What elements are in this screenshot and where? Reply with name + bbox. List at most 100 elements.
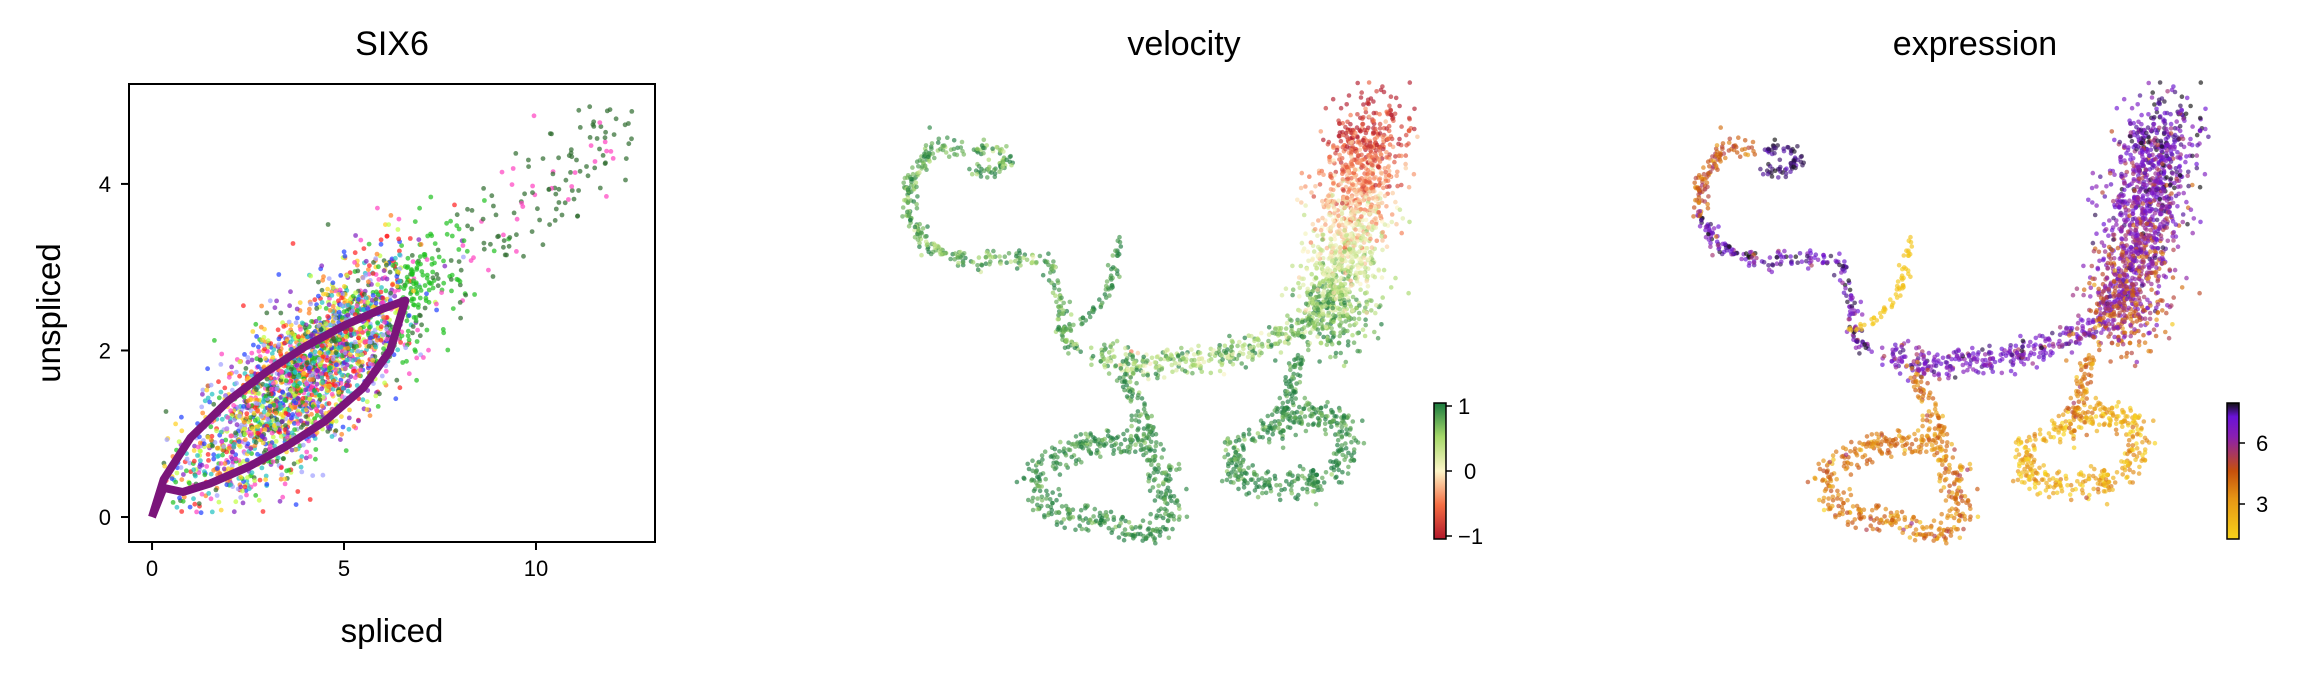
velocity-point (1373, 148, 1379, 153)
velocity-point (981, 137, 987, 143)
velocity-point (1114, 435, 1119, 441)
velocity-point (1298, 185, 1304, 191)
velocity-point (1126, 532, 1132, 537)
velocity-point (1332, 207, 1338, 212)
velocity-point (1071, 322, 1076, 328)
velocity-point (954, 152, 960, 158)
phase-point (295, 489, 301, 494)
phase-point (327, 342, 333, 348)
y-tick-label: 4 (99, 172, 111, 197)
velocity-point (1320, 237, 1325, 242)
phase-point (448, 218, 453, 224)
velocity-point (1377, 121, 1383, 127)
phase-point (299, 364, 305, 370)
phase-point (257, 477, 263, 483)
velocity-point (1355, 80, 1360, 86)
phase-point (301, 355, 307, 361)
phase-point (242, 431, 248, 437)
velocity-point (1030, 507, 1036, 513)
velocity-point (1290, 263, 1295, 269)
phase-point (211, 452, 217, 458)
phase-point (234, 422, 240, 428)
velocity-point (1316, 170, 1322, 176)
velocity-point (1397, 103, 1402, 109)
phase-point (322, 363, 328, 369)
phase-point (253, 493, 259, 498)
phase-point (218, 461, 224, 466)
velocity-point (1046, 262, 1051, 268)
velocity-point (915, 171, 920, 176)
phase-point (472, 292, 477, 297)
velocity-point (1109, 283, 1115, 288)
phase-point (318, 327, 324, 333)
velocity-point (1378, 152, 1384, 158)
velocity-point (1080, 315, 1086, 321)
velocity-point (1357, 197, 1362, 203)
phase-point (319, 343, 325, 349)
velocity-point (1327, 268, 1333, 273)
phase-point (252, 417, 258, 423)
phase-point (276, 272, 282, 277)
velocity-point (901, 180, 906, 186)
velocity-point (1358, 158, 1363, 164)
phase-point (367, 263, 372, 268)
velocity-point (1115, 271, 1120, 277)
phase-point (242, 484, 248, 490)
phase-point (568, 170, 573, 175)
velocity-point (1323, 324, 1329, 330)
phase-point (384, 262, 389, 268)
velocity-point (1153, 371, 1159, 377)
phase-point (410, 330, 415, 336)
velocity-point (1318, 340, 1324, 346)
phase-point (556, 155, 561, 161)
velocity-point (1030, 458, 1035, 464)
phase-point (191, 448, 197, 453)
velocity-point (1156, 483, 1161, 489)
velocity-point (1089, 362, 1094, 368)
phase-point (597, 185, 603, 191)
phase-point (611, 132, 617, 138)
velocity-point (1120, 515, 1125, 520)
velocity-point (1133, 449, 1138, 455)
velocity-point (1102, 362, 1107, 368)
velocity-point (958, 145, 964, 150)
velocity-point (959, 139, 965, 145)
velocity-point (1071, 342, 1076, 347)
phase-point (275, 421, 281, 427)
velocity-point (1297, 308, 1303, 314)
phase-point (263, 477, 268, 482)
phase-point (458, 267, 464, 273)
phase-point (316, 356, 322, 362)
velocity-point (1290, 287, 1296, 293)
phase-point (435, 276, 441, 281)
phase-point (341, 249, 347, 255)
phase-point (379, 285, 384, 290)
phase-point (164, 437, 170, 443)
phase-point (200, 410, 206, 416)
velocity-point (1377, 196, 1383, 201)
velocity-point (1166, 535, 1172, 541)
phase-point (295, 412, 301, 417)
phase-point (465, 223, 470, 229)
velocity-point (1333, 296, 1339, 302)
phase-point (448, 258, 454, 263)
phase-point (240, 500, 246, 506)
phase-point (237, 413, 243, 419)
velocity-point (1394, 173, 1399, 179)
velocity-point (1362, 156, 1367, 162)
velocity-point (1349, 161, 1355, 167)
phase-point (375, 282, 381, 287)
phase-point (587, 135, 593, 140)
velocity-point (920, 226, 926, 231)
velocity-point (1140, 369, 1146, 375)
velocity-point (1242, 335, 1248, 341)
phase-point (521, 253, 526, 259)
velocity-point (1018, 263, 1023, 268)
phase-point (244, 457, 250, 463)
phase-point (493, 212, 499, 218)
phase-point (626, 141, 632, 147)
phase-point (178, 465, 184, 470)
phase-point (329, 374, 334, 380)
velocity-point (1320, 232, 1326, 238)
velocity-point (1386, 173, 1392, 178)
